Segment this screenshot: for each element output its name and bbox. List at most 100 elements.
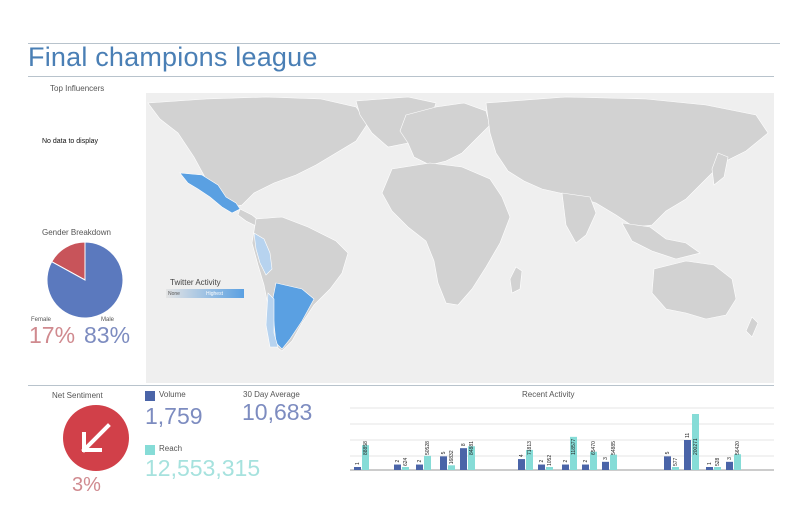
reach-value: 12,553,315 xyxy=(145,455,261,481)
title-divider xyxy=(28,76,774,77)
india-shape xyxy=(561,192,597,244)
volume-bar xyxy=(684,440,691,470)
volume-bar xyxy=(518,459,525,470)
section-divider xyxy=(28,385,774,386)
volume-bar xyxy=(726,461,733,470)
reach-bar xyxy=(362,445,369,470)
volume-bar xyxy=(706,467,713,470)
volume-bar xyxy=(440,456,447,470)
reach-data-label: 84881 xyxy=(469,441,475,455)
volume-bar xyxy=(562,464,569,470)
volume-data-label: 2 xyxy=(563,460,569,463)
volume-data-label: 2 xyxy=(539,460,545,463)
pie-slice-male xyxy=(46,241,124,319)
reach-data-label: 624 xyxy=(403,457,409,466)
female-percentage: 17% xyxy=(29,322,76,348)
europe-shape xyxy=(399,102,491,166)
volume-bar xyxy=(582,464,589,470)
map-legend-high: Highest xyxy=(206,291,223,297)
madagascar-shape xyxy=(509,266,523,294)
volume-data-label: 11 xyxy=(685,433,691,438)
map-legend-gradient xyxy=(166,289,244,298)
reach-bar xyxy=(590,451,597,470)
north-america-shape xyxy=(147,96,369,208)
gender-pie-chart xyxy=(46,241,124,319)
reach-data-label: 16832 xyxy=(449,450,455,464)
reach-bar xyxy=(714,467,721,470)
volume-data-label: 8 xyxy=(461,443,467,446)
average-label: 30 Day Average xyxy=(243,390,300,399)
asia-shape xyxy=(485,96,769,228)
reach-bar xyxy=(402,467,409,470)
average-value: 10,683 xyxy=(242,399,313,425)
page-title: Final champions league xyxy=(28,42,318,72)
reach-data-label: 118577 xyxy=(571,438,577,455)
reach-data-label: 50528 xyxy=(425,441,431,455)
reach-bar xyxy=(610,454,617,470)
peru-chile-shape xyxy=(253,232,273,276)
reach-data-label: 577 xyxy=(673,457,679,466)
arrow-down-left-icon xyxy=(81,423,111,453)
top-influencers-title: Top Influencers xyxy=(50,84,105,93)
volume-bar xyxy=(416,464,423,470)
sentiment-value: 3% xyxy=(72,474,101,496)
volume-data-label: 5 xyxy=(441,451,447,454)
world-map-svg xyxy=(147,96,769,352)
reach-bar xyxy=(734,454,741,470)
gender-breakdown-title: Gender Breakdown xyxy=(42,228,111,237)
volume-bar xyxy=(602,461,609,470)
volume-swatch xyxy=(145,391,155,401)
volume-bar xyxy=(460,448,467,470)
reach-bar xyxy=(546,467,553,470)
reach-data-label: 65470 xyxy=(591,441,597,455)
volume-data-label: 2 xyxy=(583,460,589,463)
chile-south-shape xyxy=(265,292,279,348)
reach-swatch xyxy=(145,445,155,455)
reach-data-label: 200271 xyxy=(693,438,699,455)
reach-bar xyxy=(468,446,475,470)
map-legend-title: Twitter Activity xyxy=(170,278,221,287)
net-sentiment-title: Net Sentiment xyxy=(52,391,103,400)
male-label: Male xyxy=(101,317,115,323)
southeast-asia-shape xyxy=(621,222,701,260)
volume-data-label: 1 xyxy=(355,462,361,465)
volume-bar xyxy=(664,456,671,470)
reach-bar xyxy=(672,467,679,470)
volume-label: Volume xyxy=(159,390,186,399)
volume-data-label: 2 xyxy=(417,460,423,463)
australia-shape xyxy=(651,260,737,320)
reach-bar xyxy=(692,414,699,470)
volume-data-label: 4 xyxy=(519,454,525,457)
africa-shape xyxy=(381,162,511,306)
volume-data-label: 3 xyxy=(727,457,733,460)
sentiment-circle xyxy=(63,405,129,471)
top-divider xyxy=(28,43,780,44)
new-zealand-shape xyxy=(745,316,759,338)
volume-data-label: 1 xyxy=(707,462,713,465)
japan-shape xyxy=(711,152,729,186)
male-percentage: 83% xyxy=(84,322,131,348)
no-data-message: No data to display xyxy=(42,138,99,145)
volume-data-label: 5 xyxy=(665,451,671,454)
volume-data-label: 3 xyxy=(603,457,609,460)
reach-data-label: 1052 xyxy=(547,455,553,466)
world-map[interactable] xyxy=(146,93,774,383)
reach-data-label: 528 xyxy=(715,457,721,466)
reach-bar xyxy=(570,436,577,470)
reach-label: Reach xyxy=(159,444,183,453)
reach-data-label: 56420 xyxy=(735,441,741,455)
reach-data-label: 54885 xyxy=(611,441,617,455)
volume-data-label: 2 xyxy=(395,460,401,463)
volume-value: 1,759 xyxy=(145,403,203,429)
map-legend-low: None xyxy=(168,291,180,297)
reach-bar xyxy=(424,455,431,470)
volume-bar xyxy=(394,464,401,470)
volume-bar xyxy=(538,464,545,470)
south-america-shape xyxy=(251,216,349,352)
reach-data-label: 71813 xyxy=(527,441,533,455)
reach-bar xyxy=(526,449,533,470)
volume-bar xyxy=(354,467,361,470)
mexico-shape xyxy=(179,172,241,214)
female-label: Female xyxy=(31,317,52,323)
